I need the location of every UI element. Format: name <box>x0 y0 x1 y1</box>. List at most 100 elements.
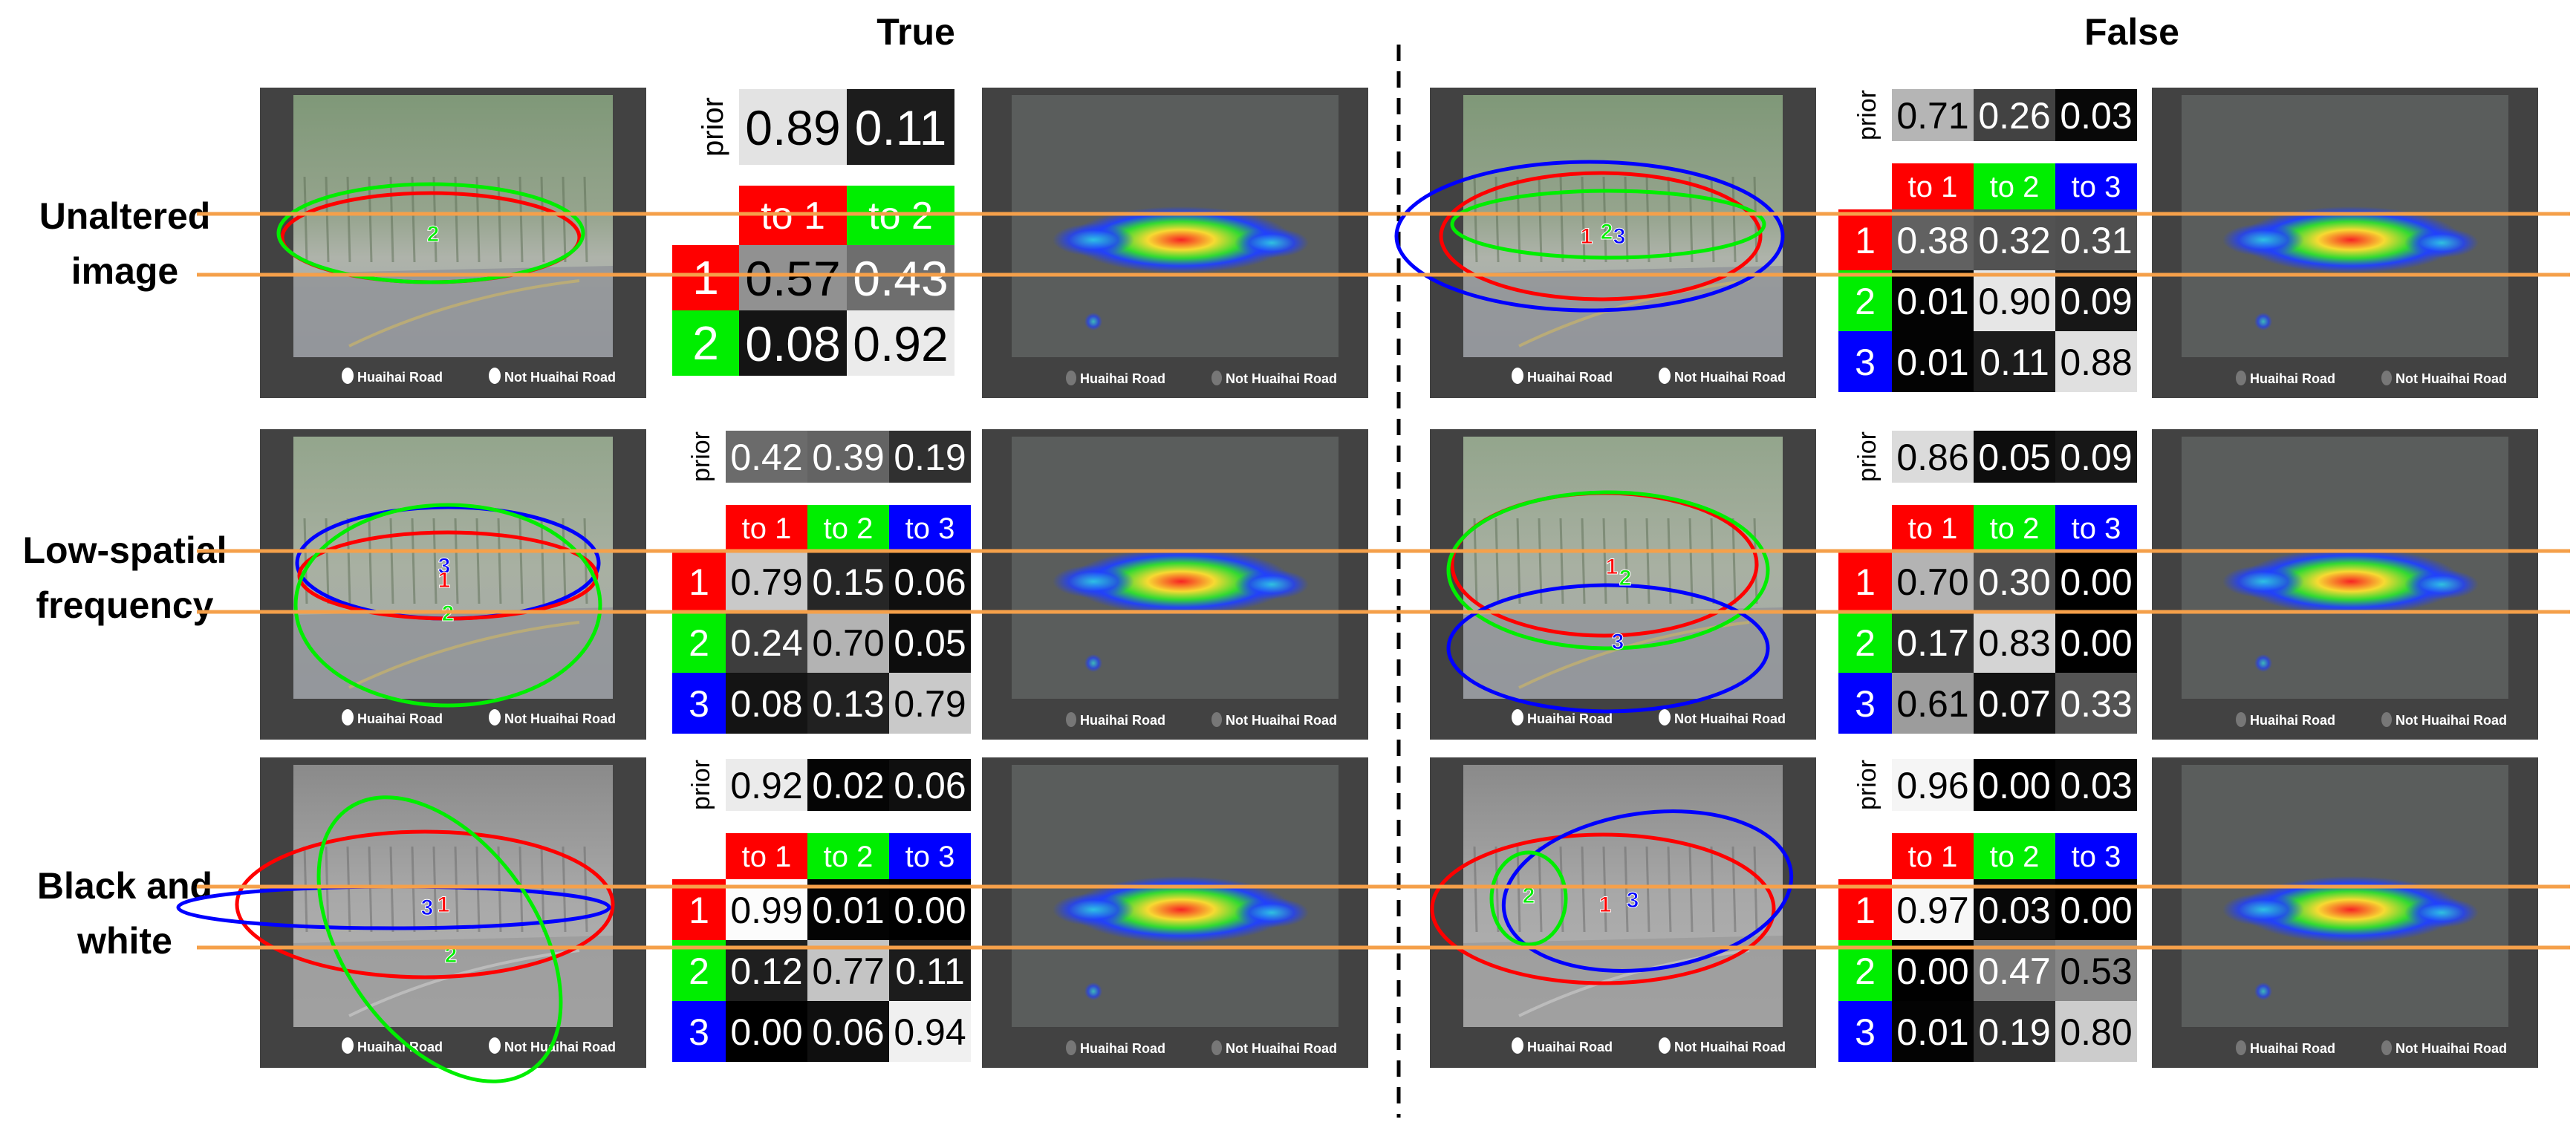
state-row-label: 2 <box>689 622 709 664</box>
matrix-cell <box>726 879 807 940</box>
matrix-cell <box>807 551 889 612</box>
matrix-cell <box>889 612 971 673</box>
tree-trunk <box>454 176 459 263</box>
state-row-label: 1 <box>689 890 709 931</box>
state-row-label: 2 <box>1855 950 1876 992</box>
fixation-blob <box>2240 206 2462 273</box>
tree-trunk <box>1688 176 1694 263</box>
state-row-label: 1 <box>1855 890 1876 931</box>
legend-dot-road <box>1066 712 1076 727</box>
matrix-value: 0.33 <box>2060 683 2132 725</box>
prior-label: prior <box>697 97 729 157</box>
legend-dot-road <box>2236 712 2246 727</box>
matrix-cell <box>726 551 807 612</box>
prior-value: 0.06 <box>894 765 966 806</box>
prior-cell <box>889 431 971 483</box>
state-ellipse-3 <box>1394 160 1785 313</box>
state-ellipse-1 <box>1430 832 1776 985</box>
road-surface <box>293 266 613 357</box>
tree-trunk <box>1602 518 1607 604</box>
matrix-value: 0.53 <box>2060 950 2132 992</box>
matrix-cell <box>1892 551 1974 612</box>
prior-value: 0.03 <box>2060 95 2132 137</box>
matrix-cell <box>739 310 847 376</box>
matrix-value: 0.80 <box>2060 1011 2132 1053</box>
prior-cell <box>1974 431 2055 483</box>
fixation-blob <box>2404 898 2479 927</box>
matrix-value: 0.03 <box>1978 890 2050 931</box>
state-row-header <box>672 673 726 734</box>
transition-header: to 1 <box>742 512 792 545</box>
state-ellipse-2 <box>1446 490 1770 650</box>
prior-cell <box>726 431 807 483</box>
matrix-value: 0.47 <box>1978 950 2050 992</box>
matrix-cell <box>726 673 807 734</box>
legend-dot-road <box>1512 368 1523 384</box>
legend-dot-road <box>1512 709 1523 725</box>
state-marker: 1 <box>1581 224 1593 249</box>
transition-header-cell <box>726 833 807 879</box>
tree-trunk <box>1667 176 1672 263</box>
matrix-value: 0.30 <box>1978 561 2050 603</box>
fixation-blob <box>1084 313 1102 330</box>
legend-dot-not-road <box>1211 1040 1222 1055</box>
state-ellipse-2 <box>1450 189 1766 260</box>
matrix-value: 0.17 <box>1896 622 1968 664</box>
tree-trunk <box>1667 846 1672 933</box>
state-row-label: 1 <box>692 251 719 304</box>
row-label-line: Low-spatial <box>22 529 227 571</box>
state-row-header <box>1838 209 1892 270</box>
prior-value: 0.03 <box>2060 765 2132 806</box>
legend-dot-not-road <box>1211 371 1222 385</box>
matrix-cell <box>889 1001 971 1062</box>
tree-trunk <box>1753 846 1758 933</box>
matrix-cell <box>807 879 889 940</box>
matrix-cell <box>1892 209 1974 270</box>
matrix-value: 0.00 <box>2060 622 2132 664</box>
tree-trunk <box>368 518 373 604</box>
state-ellipse-2 <box>1489 850 1568 947</box>
tree-trunk <box>475 176 481 263</box>
matrix-value: 0.01 <box>1896 281 1968 322</box>
prior-value: 0.42 <box>730 437 802 478</box>
lane-marking <box>1518 279 1750 348</box>
state-marker: 2 <box>1601 220 1613 244</box>
prior-label: prior <box>687 760 715 810</box>
state-row-header <box>1838 612 1892 673</box>
state-row-header <box>1838 551 1892 612</box>
matrix-value: 0.05 <box>894 622 966 664</box>
matrix-value: 0.08 <box>745 316 840 371</box>
matrix-cell <box>2055 270 2137 331</box>
tree-trunk <box>325 518 330 604</box>
matrix-cell <box>847 310 954 376</box>
tree-trunk <box>411 176 416 263</box>
matrix-value: 0.12 <box>730 950 802 992</box>
prior-value: 0.09 <box>2060 437 2132 478</box>
tree-trunk <box>1602 846 1607 933</box>
legend-road: Huaihai Road <box>1080 1041 1165 1056</box>
legend-road: Huaihai Road <box>2250 371 2335 386</box>
state-row-label: 2 <box>689 950 709 992</box>
state-ellipse-1 <box>235 829 615 979</box>
fixation-blob <box>2222 565 2304 598</box>
road-surface <box>1463 266 1783 357</box>
matrix-cell <box>889 551 971 612</box>
tree-trunk <box>1494 846 1500 933</box>
matrix-cell <box>1974 879 2055 940</box>
matrix-value: 0.90 <box>1978 281 2050 322</box>
tree-trunk <box>1516 846 1521 933</box>
tree-trunk <box>325 176 330 263</box>
prior-value: 0.26 <box>1978 95 2050 137</box>
legend-road: Huaihai Road <box>2250 1041 2335 1056</box>
row-label-line: Black and <box>37 865 212 907</box>
legend-not-road: Not Huaihai Road <box>504 370 616 385</box>
fixation-blob <box>1084 982 1102 1000</box>
transition-header-cell <box>1974 163 2055 209</box>
header-false: False <box>2084 11 2179 53</box>
row-label-unaltered: Unaltered image <box>39 195 211 292</box>
transition-header-cell <box>1892 833 1974 879</box>
row-label-line: frequency <box>36 584 214 626</box>
prior-label: prior <box>1853 760 1881 810</box>
